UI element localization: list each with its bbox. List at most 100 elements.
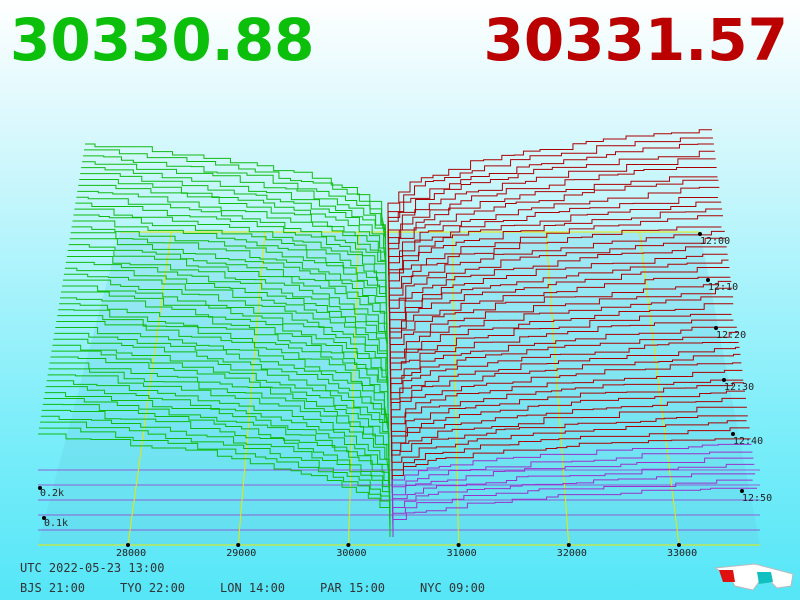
tick-dot [722, 378, 726, 382]
ask-depth-line [392, 457, 754, 513]
bid-depth-line [55, 326, 389, 426]
floor-shade [38, 232, 760, 545]
bid-depth-line [79, 179, 387, 270]
bid-depth-line [61, 285, 388, 383]
tick-dot [126, 543, 130, 547]
bid-depth-line [38, 427, 391, 531]
bid-depth-line [81, 167, 386, 259]
bid-depth-line [39, 421, 391, 526]
utc-time: UTC 2022-05-23 13:00 [20, 561, 165, 575]
ask-depth-line [390, 362, 742, 432]
ask-depth-line [389, 237, 726, 326]
bid-depth-line [78, 184, 387, 276]
ask-depth-line [392, 463, 755, 519]
tick-dot [714, 326, 718, 330]
bid-depth-line [67, 250, 388, 345]
price-grid [451, 231, 460, 546]
price-tick-label: 32000 [557, 548, 587, 559]
bid-price: 30330.88 [10, 6, 315, 74]
timezone-label: NYC 09:00 [420, 581, 485, 595]
ask-depth-line [391, 451, 753, 506]
depth-tick-label: 0.2k [40, 488, 64, 499]
bid-depth-line [85, 143, 386, 233]
ask-depth-line [388, 215, 724, 307]
bid-depth-line [46, 380, 390, 481]
tick-dot [677, 543, 681, 547]
ask-depth-line [390, 326, 737, 401]
bid-depth-line [72, 220, 387, 314]
timezone-label: LON 14:00 [220, 581, 285, 595]
tick-dot [236, 543, 241, 547]
ask-depth-line [390, 346, 740, 419]
bid-depth-line [77, 190, 387, 282]
bid-depth-line [62, 279, 388, 376]
bid-depth-line [70, 232, 388, 327]
bid-depth-line [48, 368, 390, 469]
ask-depth-line [388, 208, 723, 301]
price-grid [237, 231, 266, 546]
bid-depth-line [47, 374, 390, 475]
ask-depth-line [390, 313, 732, 388]
ask-depth-line [387, 143, 714, 245]
bid-depth-line [44, 392, 390, 494]
ask-depth-line [389, 266, 730, 351]
ask-depth-line [389, 259, 729, 345]
bid-depth-line [66, 255, 388, 352]
tick-dot [731, 432, 735, 436]
ask-depth-line [389, 303, 734, 382]
bid-depth-line [80, 173, 387, 264]
ask-depth-line [392, 473, 756, 525]
ask-depth-line [390, 319, 734, 394]
ask-depth-line [391, 390, 746, 457]
bid-depth-line [71, 226, 387, 320]
tick-dot [42, 516, 46, 520]
price-tick-label: 30000 [336, 548, 366, 559]
time-tick-label: 12:10 [708, 282, 738, 293]
ask-depth-line [391, 382, 745, 450]
bid-depth-line [45, 386, 390, 490]
bid-depth-line [51, 350, 390, 450]
ask-depth-line [391, 415, 748, 475]
ask-depth-line [387, 129, 712, 232]
tick-dot [706, 278, 710, 282]
ask-depth-line [387, 137, 713, 239]
ask-depth-line [388, 196, 718, 289]
ask-depth-line [390, 331, 738, 407]
ask-depth-line [388, 179, 719, 276]
time-tick-label: 12:00 [700, 236, 730, 247]
bid-depth-line [56, 321, 389, 421]
ask-depth-line [390, 379, 744, 444]
bid-depth-line [60, 297, 389, 394]
timezone-label: TYO 22:00 [120, 581, 185, 595]
tick-dot [456, 543, 461, 547]
bid-depth-line [49, 362, 390, 463]
bid-depth-line [74, 208, 387, 301]
bid-depth-line [82, 161, 386, 251]
ask-depth-line [389, 253, 728, 338]
ask-depth-line [389, 296, 734, 376]
bid-depth-line [41, 409, 391, 513]
time-tick-label: 12:30 [724, 382, 754, 393]
price-tick-label: 31000 [447, 548, 477, 559]
ask-depth-line [389, 280, 732, 363]
3d-glasses-icon [713, 563, 794, 591]
ask-depth-line [388, 226, 722, 313]
tick-dot [566, 543, 571, 547]
tick-dot [346, 543, 351, 547]
bid-depth-line [42, 403, 390, 506]
bid-depth-line [52, 344, 389, 444]
timezone-label: BJS 21:00 [20, 581, 85, 595]
ask-depth-line [390, 342, 739, 413]
bid-depth-line [54, 332, 389, 432]
ask-price: 30331.57 [483, 6, 788, 74]
time-tick-label: 12:20 [716, 330, 746, 341]
bid-depth-line [50, 356, 390, 457]
bid-depth-line [63, 273, 388, 370]
ask-depth-line [391, 397, 746, 463]
bid-depth-line [58, 309, 389, 408]
bid-depth-line [65, 261, 388, 359]
bid-depth-line [83, 155, 386, 245]
ask-depth-line [388, 176, 718, 270]
bid-depth-line [40, 415, 391, 519]
ask-depth-line [391, 420, 747, 481]
